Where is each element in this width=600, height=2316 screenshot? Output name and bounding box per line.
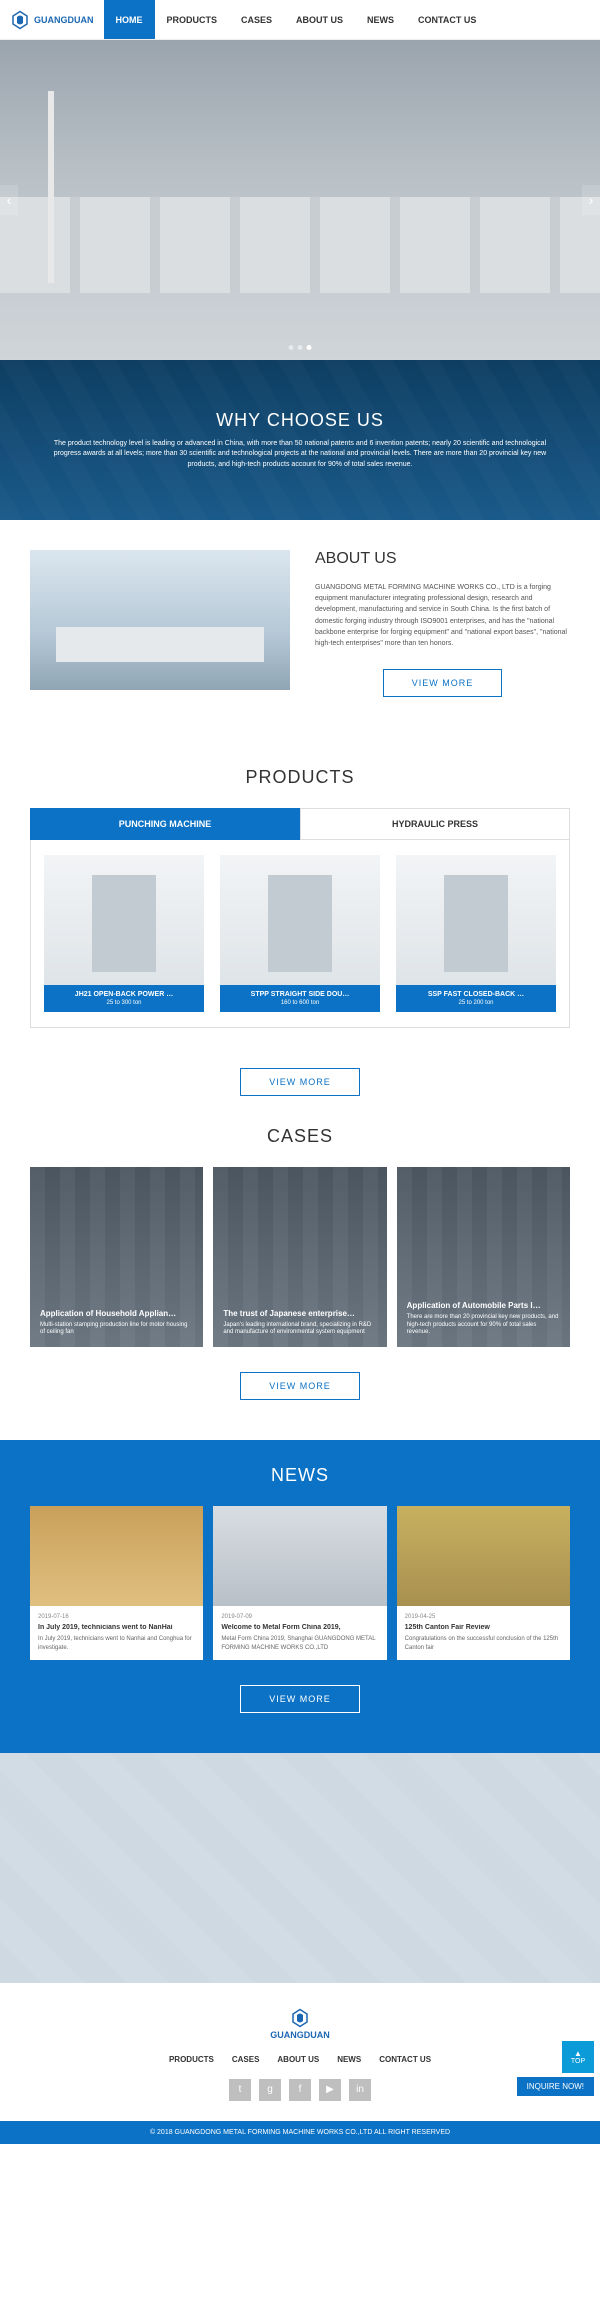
news-image — [30, 1506, 203, 1606]
news-desc: Congratulations on the successful conclu… — [405, 1635, 562, 1652]
copyright: © 2018 GUANGDONG METAL FORMING MACHINE W… — [0, 2121, 600, 2144]
scroll-top-button[interactable]: TOP — [562, 2041, 594, 2073]
news-desc: In July 2019, technicians went to Nanhai… — [38, 1635, 195, 1652]
news-section: NEWS 2019-07-16 In July 2019, technician… — [0, 1440, 600, 1753]
product-title: SSP FAST CLOSED-BACK … — [400, 991, 552, 998]
tab-hydraulic[interactable]: HYDRAULIC PRESS — [300, 808, 570, 840]
product-sub: 25 to 200 ton — [400, 1000, 552, 1006]
products-title: PRODUCTS — [0, 767, 600, 788]
about-view-more-button[interactable]: VIEW MORE — [383, 669, 503, 697]
prefooter-image — [0, 1753, 600, 1983]
footer-link-contact[interactable]: CONTACT US — [379, 2055, 431, 2064]
case-title: Application of Automobile Parts I… — [407, 1301, 560, 1310]
nav-items: HOME PRODUCTS CASES ABOUT US NEWS CONTAC… — [104, 0, 489, 39]
footer-link-cases[interactable]: CASES — [232, 2055, 260, 2064]
youtube-icon[interactable]: ▶ — [319, 2079, 341, 2101]
nav-item-cases[interactable]: CASES — [229, 0, 284, 39]
logo-text: GUANGDUAN — [34, 15, 94, 25]
about-image — [30, 550, 290, 690]
products-view-more-button[interactable]: VIEW MORE — [240, 1068, 360, 1096]
product-tabs: PUNCHING MACHINE HYDRAULIC PRESS — [30, 808, 570, 840]
why-title: WHY CHOOSE US — [216, 410, 384, 431]
carousel-dot[interactable] — [298, 345, 303, 350]
google-plus-icon[interactable]: g — [259, 2079, 281, 2101]
product-title: JH21 OPEN-BACK POWER … — [48, 991, 200, 998]
news-card-title: 125th Canton Fair Review — [405, 1624, 562, 1631]
tab-punching[interactable]: PUNCHING MACHINE — [30, 808, 300, 840]
news-date: 2019-07-09 — [221, 1614, 378, 1620]
product-image — [396, 855, 556, 985]
carousel-next-button[interactable]: › — [582, 185, 600, 215]
product-sub: 160 to 600 ton — [224, 1000, 376, 1006]
facebook-icon[interactable]: f — [289, 2079, 311, 2101]
product-sub: 25 to 300 ton — [48, 1000, 200, 1006]
news-date: 2019-04-25 — [405, 1614, 562, 1620]
about-section: ABOUT US GUANGDONG METAL FORMING MACHINE… — [0, 520, 600, 737]
footer-link-products[interactable]: PRODUCTS — [169, 2055, 214, 2064]
footer-logo-text: GUANGDUAN — [270, 2030, 330, 2040]
cases-title: CASES — [0, 1126, 600, 1147]
case-card[interactable]: Application of Household Applian… Multi-… — [30, 1167, 203, 1347]
product-card[interactable]: JH21 OPEN-BACK POWER … 25 to 300 ton — [44, 855, 204, 1012]
footer-link-about[interactable]: ABOUT US — [277, 2055, 319, 2064]
carousel-dots — [289, 345, 312, 350]
product-card[interactable]: SSP FAST CLOSED-BACK … 25 to 200 ton — [396, 855, 556, 1012]
twitter-icon[interactable]: t — [229, 2079, 251, 2101]
case-card[interactable]: Application of Automobile Parts I… There… — [397, 1167, 570, 1347]
carousel-dot[interactable] — [289, 345, 294, 350]
case-sub: Japan's leading international brand, spe… — [223, 1322, 376, 1338]
case-title: The trust of Japanese enterprise… — [223, 1309, 376, 1318]
footer-nav: PRODUCTS CASES ABOUT US NEWS CONTACT US — [0, 2055, 600, 2064]
news-image — [213, 1506, 386, 1606]
product-image — [44, 855, 204, 985]
news-card[interactable]: 2019-07-09 Welcome to Metal Form China 2… — [213, 1506, 386, 1660]
product-card[interactable]: STPP STRAIGHT SIDE DOU… 160 to 600 ton — [220, 855, 380, 1012]
product-image — [220, 855, 380, 985]
linkedin-icon[interactable]: in — [349, 2079, 371, 2101]
news-card[interactable]: 2019-07-16 In July 2019, technicians wen… — [30, 1506, 203, 1660]
cases-section: Application of Household Applian… Multi-… — [0, 1167, 600, 1400]
carousel-prev-button[interactable]: ‹ — [0, 185, 18, 215]
about-title: ABOUT US — [315, 550, 570, 568]
cases-view-more-button[interactable]: VIEW MORE — [240, 1372, 360, 1400]
social-icons: t g f ▶ in — [0, 2079, 600, 2101]
logo-icon — [290, 2008, 310, 2028]
top-nav: GUANGDUAN HOME PRODUCTS CASES ABOUT US N… — [0, 0, 600, 40]
product-panel: JH21 OPEN-BACK POWER … 25 to 300 ton STPP… — [30, 840, 570, 1028]
inquire-button[interactable]: INQUIRE NOW! — [517, 2077, 594, 2096]
news-card-title: In July 2019, technicians went to NanHai — [38, 1624, 195, 1631]
nav-item-home[interactable]: HOME — [104, 0, 155, 39]
logo-icon — [10, 10, 30, 30]
news-title: NEWS — [30, 1465, 570, 1486]
news-date: 2019-07-16 — [38, 1614, 195, 1620]
why-choose-us: WHY CHOOSE US The product technology lev… — [0, 360, 600, 520]
news-card-title: Welcome to Metal Form China 2019, — [221, 1624, 378, 1631]
case-sub: Multi-station stamping production line f… — [40, 1322, 193, 1338]
case-title: Application of Household Applian… — [40, 1309, 193, 1318]
logo[interactable]: GUANGDUAN — [0, 10, 104, 30]
nav-item-news[interactable]: NEWS — [355, 0, 406, 39]
about-body: GUANGDONG METAL FORMING MACHINE WORKS CO… — [315, 582, 570, 649]
hero-carousel: ‹ › — [0, 40, 600, 360]
news-view-more-button[interactable]: VIEW MORE — [240, 1685, 360, 1713]
product-title: STPP STRAIGHT SIDE DOU… — [224, 991, 376, 998]
nav-item-about[interactable]: ABOUT US — [284, 0, 355, 39]
floating-buttons: TOP INQUIRE NOW! — [517, 2041, 594, 2096]
footer-link-news[interactable]: NEWS — [337, 2055, 361, 2064]
case-card[interactable]: The trust of Japanese enterprise… Japan'… — [213, 1167, 386, 1347]
footer: GUANGDUAN PRODUCTS CASES ABOUT US NEWS C… — [0, 1983, 600, 2144]
footer-logo[interactable]: GUANGDUAN — [0, 2008, 600, 2040]
carousel-dot[interactable] — [307, 345, 312, 350]
news-image — [397, 1506, 570, 1606]
why-body: The product technology level is leading … — [40, 439, 560, 471]
news-desc: Metal Form China 2019, Shanghai GUANGDON… — [221, 1635, 378, 1652]
case-sub: There are more than 20 provincial key ne… — [407, 1314, 560, 1337]
nav-item-products[interactable]: PRODUCTS — [155, 0, 230, 39]
nav-item-contact[interactable]: CONTACT US — [406, 0, 488, 39]
news-card[interactable]: 2019-04-25 125th Canton Fair Review Cong… — [397, 1506, 570, 1660]
